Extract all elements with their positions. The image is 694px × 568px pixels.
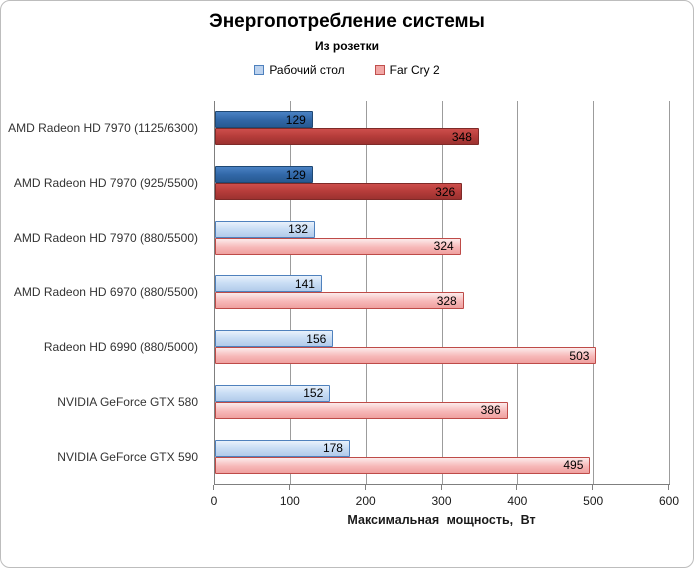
x-axis-title: Максимальная мощность, Вт [347, 513, 536, 527]
tick-mark [440, 485, 442, 490]
gridline-500 [593, 101, 595, 484]
bar-value-label: 495 [563, 458, 584, 473]
desktop-bar: 178 [215, 439, 350, 457]
tick-mark [592, 485, 594, 490]
category-label: Radeon HD 6990 (880/5000) [43, 340, 198, 355]
bar-row: 129 348 [215, 101, 670, 156]
tick-mark [288, 485, 290, 490]
desktop-bar: 132 [215, 220, 316, 238]
gridline-600 [669, 101, 670, 484]
bar-row: 156 503 [215, 320, 670, 375]
legend-item-farcry2: Far Cry 2 [374, 63, 440, 77]
tick-label: 500 [583, 494, 604, 508]
tick-label: 300 [431, 494, 452, 508]
tick-label: 100 [279, 494, 300, 508]
category-label: AMD Radeon HD 6970 (880/5500) [13, 285, 198, 300]
tick-mark [213, 485, 214, 490]
farcry2-bar: 495 [215, 456, 591, 474]
gridline-400 [517, 101, 519, 484]
bar-value-label: 326 [435, 184, 456, 199]
desktop-bar: 156 [215, 330, 334, 348]
bar-value-label: 324 [433, 239, 454, 254]
category-label: NVIDIA GeForce GTX 590 [57, 449, 198, 464]
desktop-bar: 152 [215, 384, 331, 402]
bar-value-label: 178 [322, 441, 343, 456]
bar-value-label: 503 [569, 348, 590, 363]
x-axis: 0 100 200 300 400 500 600 [210, 485, 679, 525]
bar-value-label: 129 [285, 112, 306, 127]
category-label: NVIDIA GeForce GTX 580 [57, 394, 198, 409]
tick-label: 400 [507, 494, 528, 508]
legend-swatch-blue-icon [254, 65, 265, 75]
legend-label-desktop: Рабочий стол [269, 63, 345, 77]
tick-mark [516, 485, 518, 490]
bar-value-label: 141 [294, 276, 315, 291]
legend-swatch-red-icon [374, 65, 385, 75]
tick-label: 600 [658, 494, 680, 508]
bar-row: 178 495 [215, 429, 670, 484]
category-label: AMD Radeon HD 7970 (1125/6300) [8, 121, 198, 136]
farcry2-bar: 386 [215, 401, 508, 419]
farcry2-bar: 503 [215, 347, 597, 365]
legend: Рабочий стол Far Cry 2 [1, 63, 693, 77]
category-label: AMD Radeon HD 7970 (925/5500) [13, 176, 198, 191]
bar-value-label: 132 [288, 222, 309, 237]
tick-mark [668, 485, 669, 490]
farcry2-bar: 326 [215, 183, 463, 201]
bar-value-label: 152 [303, 386, 324, 401]
bar-value-label: 348 [451, 129, 472, 144]
tick-label: 0 [210, 494, 218, 508]
legend-label-farcry2: Far Cry 2 [389, 63, 440, 77]
farcry2-bar: 324 [215, 237, 461, 255]
desktop-bar: 129 [215, 166, 313, 184]
plot-area: 129 348 129 326 132 324 141 328 156 503 152 386 178 4… [214, 101, 670, 485]
category-axis-labels: AMD Radeon HD 7970 (1125/6300) AMD Radeon… [1, 101, 206, 484]
legend-item-desktop: Рабочий стол [254, 63, 345, 77]
tick-mark [364, 485, 366, 490]
bar-row: 129 326 [215, 156, 670, 211]
bar-value-label: 328 [436, 293, 457, 308]
chart-subtitle: Из розетки [314, 39, 379, 53]
tick-label: 200 [355, 494, 376, 508]
bar-value-label: 156 [306, 331, 327, 346]
bar-row: 152 386 [215, 375, 670, 430]
farcry2-bar: 328 [215, 292, 464, 310]
desktop-bar: 129 [215, 111, 313, 129]
desktop-bar: 141 [215, 275, 322, 293]
chart-title: Энергопотребление системы [209, 11, 485, 32]
category-label: AMD Radeon HD 7970 (880/5500) [13, 230, 198, 245]
bar-value-label: 129 [285, 167, 306, 182]
farcry2-bar: 348 [215, 128, 479, 146]
bar-row: 132 324 [215, 210, 670, 265]
bar-value-label: 386 [480, 403, 501, 418]
bar-row: 141 328 [215, 265, 670, 320]
